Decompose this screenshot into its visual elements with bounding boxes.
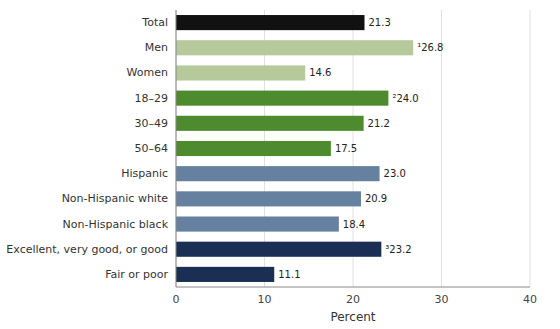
data-label: 21.2	[368, 118, 390, 129]
bars	[176, 15, 413, 282]
data-label: ²24.0	[392, 93, 418, 104]
bar	[176, 216, 339, 231]
bar	[176, 116, 364, 131]
x-tick-label: 40	[523, 293, 537, 306]
bar	[176, 242, 381, 257]
y-tick-label: Fair or poor	[105, 268, 168, 281]
bar	[176, 65, 305, 80]
data-label: 20.9	[365, 193, 387, 204]
chart-svg: 01020304021.3¹26.814.6²24.021.217.523.02…	[0, 0, 560, 329]
y-tick-label: Non-Hispanic white	[62, 192, 169, 205]
data-label: 11.1	[278, 269, 300, 280]
y-tick-label: Non-Hispanic black	[63, 218, 169, 231]
y-tick-label: Total	[141, 16, 168, 29]
y-tick-label: 30–49	[135, 117, 169, 130]
data-label: 14.6	[309, 67, 331, 78]
y-tick-label: 50–64	[135, 142, 169, 155]
data-label: 17.5	[335, 143, 357, 154]
chart-container: 01020304021.3¹26.814.6²24.021.217.523.02…	[0, 0, 560, 329]
bar	[176, 40, 413, 55]
x-tick-label: 0	[173, 293, 180, 306]
x-tick-label: 10	[258, 293, 272, 306]
data-label: ¹26.8	[417, 42, 443, 53]
data-label: ³23.2	[385, 244, 411, 255]
data-label: 23.0	[384, 168, 406, 179]
bar	[176, 91, 388, 106]
bar	[176, 141, 331, 156]
y-tick-label: Hispanic	[121, 167, 168, 180]
data-labels: 21.3 ¹26.8 14.6 ²24.0 21.2 17.5 23.0 20.9 18.4 ³2…	[278, 17, 443, 280]
data-label: 21.3	[369, 17, 391, 28]
grid-line	[530, 10, 531, 287]
y-tick-label: 18–29	[135, 92, 169, 105]
x-axis-line	[176, 287, 530, 288]
zero-line	[176, 10, 177, 287]
x-axis-title: Percent	[330, 310, 375, 324]
grid	[176, 10, 530, 287]
data-label: 18.4	[343, 219, 365, 230]
bar	[176, 15, 365, 30]
grid-line	[176, 10, 177, 287]
y-tick-label: Women	[127, 66, 168, 79]
bar	[176, 166, 380, 181]
y-tick-label: Excellent, very good, or good	[6, 243, 168, 256]
x-tick-label: 20	[346, 293, 360, 306]
x-tick-label: 30	[435, 293, 449, 306]
y-tick-label: Men	[145, 41, 168, 54]
bar	[176, 267, 274, 282]
bar	[176, 191, 361, 206]
